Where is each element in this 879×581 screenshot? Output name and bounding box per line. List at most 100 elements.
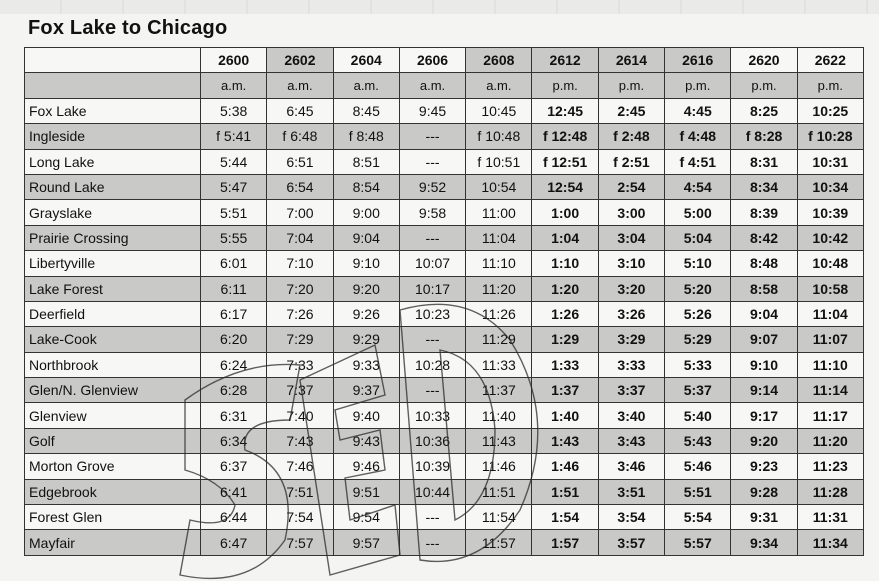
departure-time: 3:33 [597,351,666,379]
station-name: Northbrook [24,351,201,379]
station-name: Fox Lake [24,97,201,125]
train-number: 2620 [730,46,798,74]
departure-time: 6:41 [199,478,268,506]
departure-time: 5:26 [664,300,732,328]
departure-time: 9:37 [332,377,400,404]
departure-time: 9:58 [398,199,467,226]
departure-time: 7:40 [266,402,334,429]
departure-time: 3:10 [597,250,666,277]
train-number: 2602 [266,46,334,74]
departure-time: 11:31 [796,504,864,531]
period-label: p.m. [531,72,599,99]
station-row: Deerfield 6:17 7:26 9:26 10:23 11:26 1:26 3:26 5… [24,300,864,328]
departure-time: 10:17 [398,275,467,302]
station-row: Glenview 6:31 7:40 9:40 10:33 11:40 1:40 3:40 5:… [24,402,864,429]
departure-time: 1:33 [531,351,599,379]
station-name: Lake-Cook [24,326,201,353]
departure-time: 7:10 [266,250,334,277]
departure-time: 11:23 [796,453,864,480]
station-row: Glen/N. Glenview 6:28 7:37 9:37 --- 11:37 1:37… [24,377,864,404]
departure-time: 5:54 [664,504,732,531]
departure-time: f 2:48 [597,123,666,150]
departure-time: 5:04 [664,224,732,252]
departure-time: 1:46 [531,453,599,480]
station-row: Lake-Cook 6:20 7:29 9:29 --- 11:29 1:29 3:29 5:2… [24,326,864,353]
departure-time: 11:43 [465,427,533,455]
departure-time: 9:17 [730,402,798,429]
departure-time: 1:04 [531,224,599,252]
departure-time: 5:51 [664,478,732,506]
departure-time: 5:40 [664,402,732,429]
departure-time: 11:20 [465,275,533,302]
departure-time: 6:44 [199,504,268,531]
departure-time: 11:20 [796,427,864,455]
station-name: Lake Forest [24,275,201,302]
departure-time: 5:46 [664,453,732,480]
departure-time: 9:20 [730,427,798,455]
departure-time: 7:43 [266,427,334,455]
departure-time: 9:52 [398,173,467,201]
departure-time: 9:26 [332,300,400,328]
departure-time: 11:29 [465,326,533,353]
departure-time: 9:04 [730,300,798,328]
train-number: 2606 [398,46,467,74]
departure-time: 11:34 [796,529,864,556]
departure-time: 8:42 [730,224,798,252]
departure-time: 5:37 [664,377,732,404]
departure-time: 5:20 [664,275,732,302]
station-row: Fox Lake 5:38 6:45 8:45 9:45 10:45 12:45 2:45 4:… [24,97,864,125]
departure-time: 11:10 [796,351,864,379]
departure-time: 10:39 [398,453,467,480]
departure-time: 10:58 [796,275,864,302]
departure-time: 3:37 [597,377,666,404]
departure-time: 12:45 [531,97,599,125]
departure-time: 6:31 [199,402,268,429]
departure-time: 9:10 [730,351,798,379]
departure-time: 7:20 [266,275,334,302]
departure-time: f 12:51 [531,148,599,175]
departure-time: --- [398,148,467,175]
station-name: Morton Grove [24,453,201,480]
departure-time: 11:37 [465,377,533,404]
departure-time: 1:10 [531,250,599,277]
departure-time: 11:33 [465,351,533,379]
departure-time: 3:29 [597,326,666,353]
departure-time: 1:26 [531,300,599,328]
departure-time: 9:04 [332,224,400,252]
departure-time: f 12:48 [531,123,599,150]
departure-time: 6:20 [199,326,268,353]
departure-time: 2:54 [597,173,666,201]
station-row: Long Lake 5:44 6:51 8:51 --- f 10:51 f 12:51 f … [24,148,864,175]
departure-time: 10:39 [796,199,864,226]
departure-time: 4:54 [664,173,732,201]
train-number: 2608 [465,46,533,74]
departure-time: 1:40 [531,402,599,429]
period-label: a.m. [332,72,400,99]
departure-time: f 8:48 [332,123,400,150]
departure-time: 9:34 [730,529,798,556]
departure-time: 11:28 [796,478,864,506]
departure-time: 9:43 [332,427,400,455]
departure-time: 3:04 [597,224,666,252]
departure-time: f 5:41 [199,123,268,150]
period-label: a.m. [199,72,268,99]
departure-time: f 6:48 [266,123,334,150]
station-name: Glenview [24,402,201,429]
departure-time: 5:38 [199,97,268,125]
departure-time: 8:54 [332,173,400,201]
train-number: 2612 [531,46,599,74]
departure-time: 7:57 [266,529,334,556]
departure-time: 9:20 [332,275,400,302]
departure-time: 1:29 [531,326,599,353]
departure-time: 7:51 [266,478,334,506]
departure-time: 5:10 [664,250,732,277]
departure-time: 10:25 [796,97,864,125]
departure-time: 11:51 [465,478,533,506]
departure-time: --- [398,224,467,252]
departure-time: 6:37 [199,453,268,480]
departure-time: f 8:28 [730,123,798,150]
departure-time: 6:34 [199,427,268,455]
departure-time: 11:10 [465,250,533,277]
departure-time: 11:57 [465,529,533,556]
station-row: Grayslake 5:51 7:00 9:00 9:58 11:00 1:00 3:00 5:… [24,199,864,226]
